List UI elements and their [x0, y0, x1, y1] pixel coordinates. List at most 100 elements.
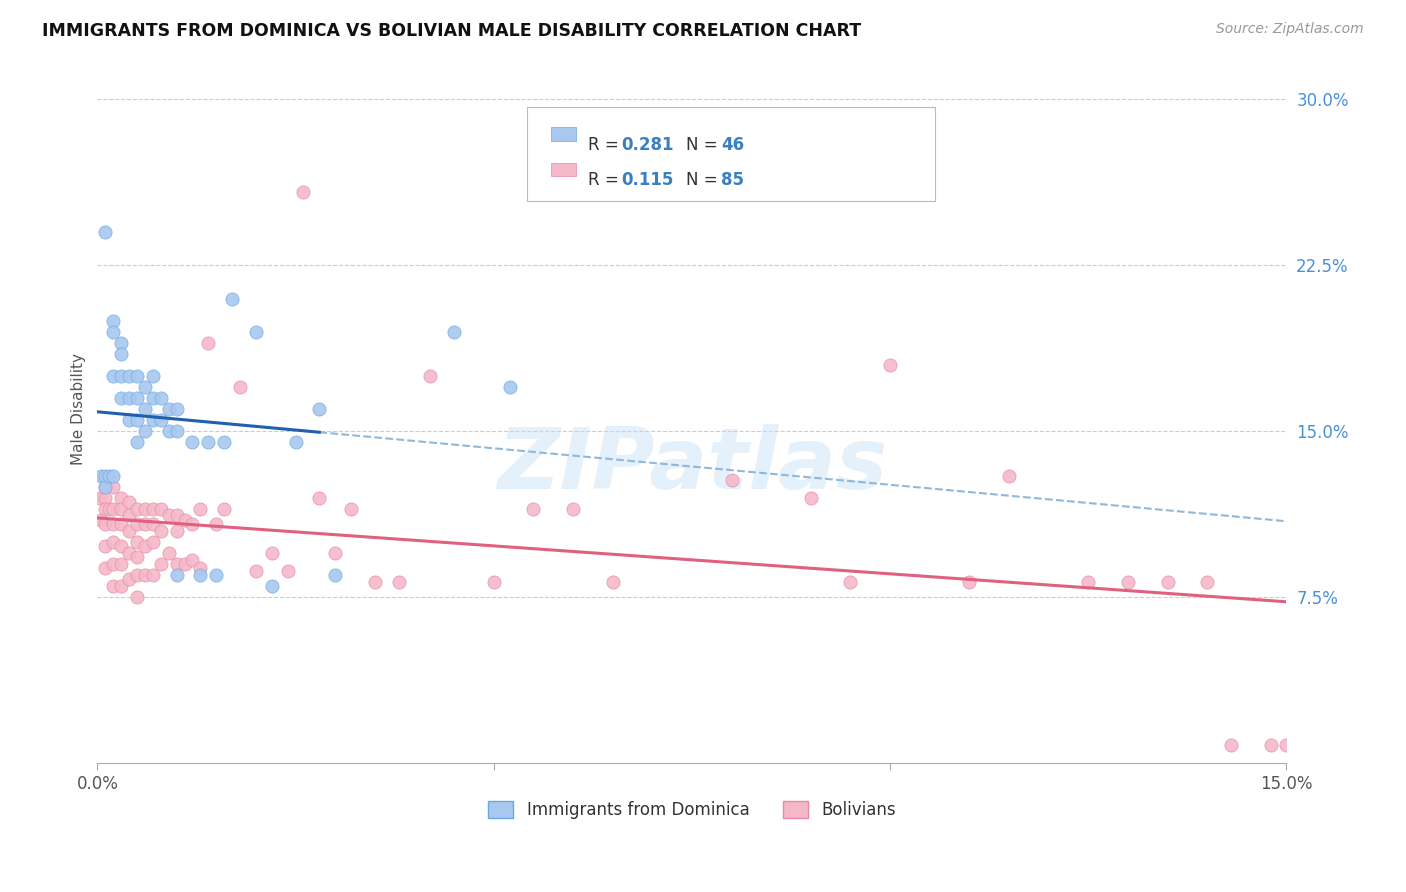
Point [110, 557, 132, 571]
Point [308, 402, 330, 417]
Point [364, 574, 387, 589]
Point [157, 424, 180, 438]
Y-axis label: Male Disability: Male Disability [72, 353, 86, 465]
Point [149, 524, 172, 538]
Point [181, 552, 204, 566]
Point [94, 479, 117, 493]
Point [205, 517, 228, 532]
Text: Source: ZipAtlas.com: Source: ZipAtlas.com [1216, 22, 1364, 37]
Point [125, 550, 148, 565]
Point [173, 557, 195, 571]
Point [1220, 739, 1243, 753]
Point [197, 435, 219, 450]
Point [94, 479, 117, 493]
Text: 0.281: 0.281 [621, 136, 673, 153]
Point [118, 573, 141, 587]
Point [1077, 574, 1099, 589]
Point [134, 424, 156, 438]
Point [110, 539, 132, 553]
Text: N =: N = [686, 136, 723, 153]
Point [157, 508, 180, 523]
Point [221, 292, 243, 306]
Point [212, 501, 235, 516]
Point [245, 325, 267, 339]
Point [118, 391, 141, 405]
Point [125, 568, 148, 582]
Text: 46: 46 [721, 136, 744, 153]
Point [103, 368, 125, 383]
Point [800, 491, 823, 505]
Legend: Immigrants from Dominica, Bolivians: Immigrants from Dominica, Bolivians [482, 794, 903, 826]
Point [94, 501, 117, 516]
Point [181, 435, 204, 450]
Point [1197, 574, 1219, 589]
Point [103, 479, 125, 493]
Point [190, 561, 212, 575]
Point [94, 468, 117, 483]
Point [110, 491, 132, 505]
Point [482, 574, 505, 589]
Point [142, 501, 165, 516]
Point [443, 325, 465, 339]
Point [134, 517, 156, 532]
Point [103, 557, 125, 571]
Point [197, 335, 219, 350]
Point [110, 391, 132, 405]
Point [149, 413, 172, 427]
Point [387, 574, 409, 589]
Point [110, 501, 132, 516]
Point [166, 402, 188, 417]
Point [277, 564, 299, 578]
Point [190, 568, 212, 582]
Point [166, 424, 188, 438]
Point [94, 517, 117, 532]
Point [103, 501, 125, 516]
Point [157, 546, 180, 560]
Point [323, 568, 346, 582]
Point [1156, 574, 1178, 589]
Point [110, 579, 132, 593]
Text: 0.115: 0.115 [621, 171, 673, 189]
Point [103, 325, 125, 339]
Point [229, 380, 252, 394]
Text: 85: 85 [721, 171, 744, 189]
Point [118, 413, 141, 427]
Point [260, 579, 283, 593]
Point [173, 513, 195, 527]
Point [149, 557, 172, 571]
Point [998, 468, 1021, 483]
Text: R =: R = [588, 136, 624, 153]
Point [134, 568, 156, 582]
Point [1260, 739, 1282, 753]
Point [98, 468, 121, 483]
Point [142, 368, 165, 383]
Point [98, 501, 121, 516]
Point [142, 534, 165, 549]
Point [89, 491, 111, 505]
Point [110, 368, 132, 383]
Point [157, 402, 180, 417]
Point [149, 391, 172, 405]
Point [149, 501, 172, 516]
Point [118, 368, 141, 383]
Point [839, 574, 862, 589]
Point [134, 539, 156, 553]
Point [94, 561, 117, 575]
Point [90, 513, 112, 527]
Point [125, 501, 148, 516]
Point [166, 508, 188, 523]
Point [125, 368, 148, 383]
Point [125, 391, 148, 405]
Point [190, 501, 212, 516]
Point [110, 517, 132, 532]
Point [134, 501, 156, 516]
Point [103, 313, 125, 327]
Point [134, 380, 156, 394]
Point [125, 435, 148, 450]
Point [879, 358, 901, 372]
Text: N =: N = [686, 171, 723, 189]
Point [284, 435, 307, 450]
Point [142, 568, 165, 582]
Point [110, 347, 132, 361]
Point [292, 186, 315, 200]
